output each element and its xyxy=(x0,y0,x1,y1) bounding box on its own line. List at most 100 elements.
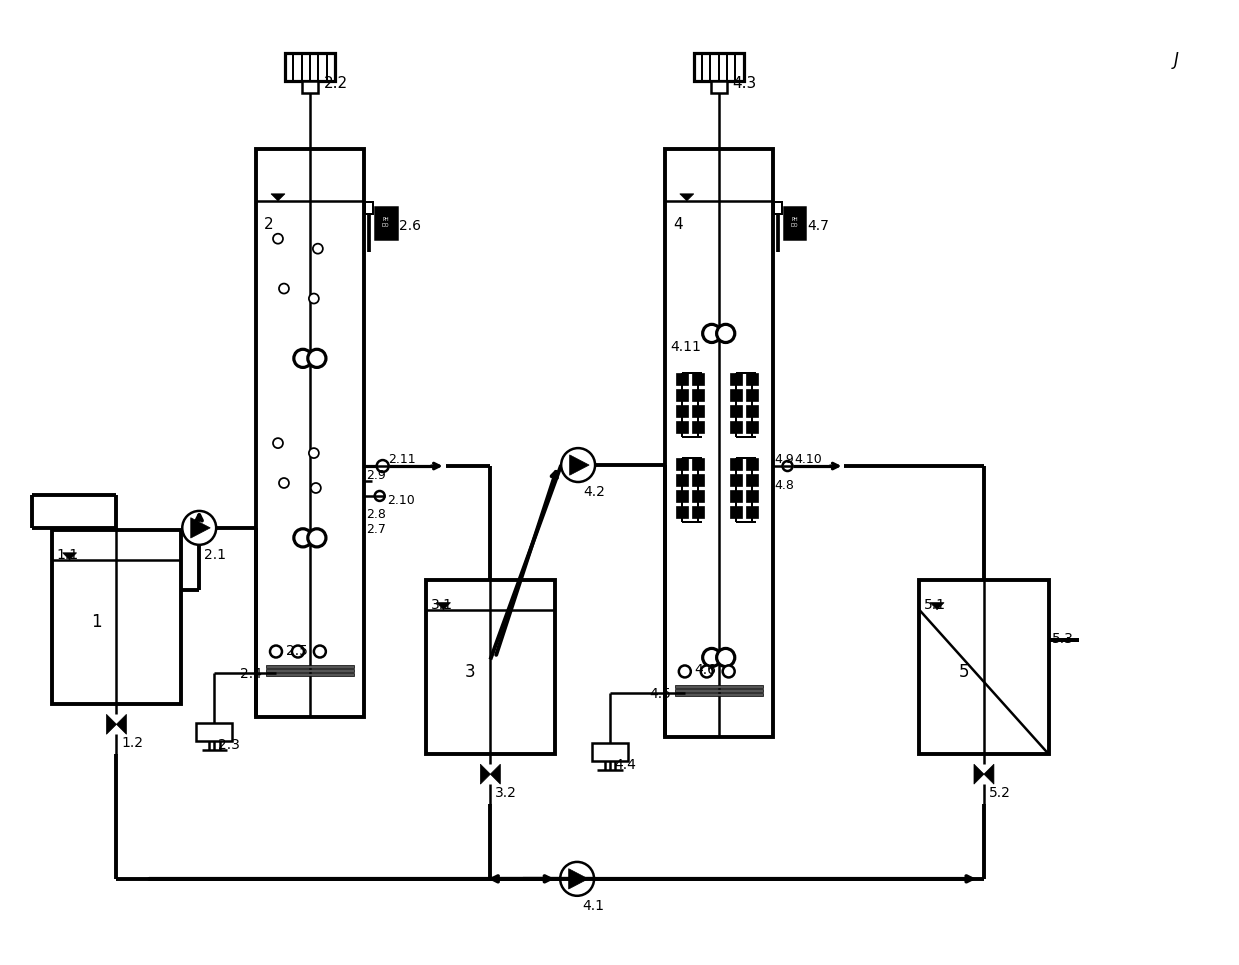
Circle shape xyxy=(309,448,318,458)
Polygon shape xyxy=(271,194,285,201)
Bar xyxy=(919,580,1048,755)
Text: 4.4: 4.4 xyxy=(615,758,636,772)
Bar xyxy=(730,389,742,401)
Polygon shape xyxy=(481,764,491,785)
Bar xyxy=(746,405,757,417)
Circle shape xyxy=(783,461,793,471)
Bar xyxy=(425,580,555,755)
Circle shape xyxy=(716,648,735,667)
Polygon shape xyxy=(491,764,501,785)
Bar xyxy=(675,689,762,693)
Circle shape xyxy=(294,349,312,368)
Bar xyxy=(266,666,354,669)
Bar xyxy=(675,421,688,433)
Circle shape xyxy=(279,284,289,293)
Circle shape xyxy=(270,646,282,657)
Text: 2.4: 2.4 xyxy=(240,668,261,681)
Text: 2.3: 2.3 xyxy=(218,738,240,753)
Bar xyxy=(730,373,742,385)
Bar xyxy=(691,405,704,417)
Circle shape xyxy=(182,510,216,545)
Bar xyxy=(694,53,743,81)
Bar xyxy=(783,207,805,238)
Polygon shape xyxy=(569,868,589,889)
Circle shape xyxy=(273,234,282,244)
Text: 4.2: 4.2 xyxy=(584,485,605,499)
Circle shape xyxy=(701,666,712,677)
Text: 4.8: 4.8 xyxy=(774,479,794,492)
Text: 4.9: 4.9 xyxy=(774,454,794,466)
Circle shape xyxy=(703,324,721,343)
Text: PH
DO: PH DO xyxy=(382,217,389,228)
Bar xyxy=(746,389,757,401)
Bar xyxy=(730,421,742,433)
Polygon shape xyxy=(107,714,116,734)
Circle shape xyxy=(313,646,326,657)
Bar xyxy=(266,670,354,673)
Text: 4.3: 4.3 xyxy=(732,76,757,91)
Text: 2.10: 2.10 xyxy=(387,494,414,507)
Circle shape xyxy=(273,438,282,448)
Bar xyxy=(52,530,181,704)
Text: 5: 5 xyxy=(959,663,969,681)
Bar xyxy=(730,490,742,502)
Bar xyxy=(746,421,757,433)
Bar xyxy=(691,474,704,486)
Text: 4.10: 4.10 xyxy=(794,454,823,466)
Bar xyxy=(665,149,773,737)
Text: J: J xyxy=(1173,51,1178,69)
Text: 4.11: 4.11 xyxy=(670,341,701,354)
Bar xyxy=(675,685,762,688)
Polygon shape xyxy=(974,764,984,785)
Polygon shape xyxy=(570,455,589,475)
Circle shape xyxy=(716,324,735,343)
Polygon shape xyxy=(680,194,694,201)
Bar xyxy=(374,207,396,238)
Bar xyxy=(691,421,704,433)
Bar xyxy=(675,474,688,486)
Text: 5.1: 5.1 xyxy=(924,597,947,612)
Circle shape xyxy=(377,460,389,472)
Bar xyxy=(746,474,757,486)
Circle shape xyxy=(679,666,691,677)
Bar xyxy=(675,405,688,417)
Bar xyxy=(675,458,688,470)
Polygon shape xyxy=(191,517,211,538)
Text: 2.6: 2.6 xyxy=(399,219,420,233)
Text: 2.7: 2.7 xyxy=(366,523,385,536)
Bar xyxy=(675,506,688,518)
Circle shape xyxy=(307,529,326,547)
Bar xyxy=(773,202,782,214)
Text: 2.2: 2.2 xyxy=(323,76,348,91)
Circle shape xyxy=(309,293,318,304)
Circle shape xyxy=(313,244,323,254)
Circle shape xyxy=(292,646,304,657)
Circle shape xyxy=(560,862,593,896)
Bar xyxy=(266,674,354,676)
Bar xyxy=(746,506,757,518)
Bar xyxy=(675,694,762,697)
Bar xyxy=(675,490,688,502)
Bar xyxy=(691,506,704,518)
Circle shape xyxy=(722,666,735,677)
Bar xyxy=(675,373,688,385)
Text: 5.3: 5.3 xyxy=(1052,631,1074,646)
Circle shape xyxy=(561,448,595,482)
Bar xyxy=(730,458,742,470)
Text: 4.5: 4.5 xyxy=(649,687,670,702)
Circle shape xyxy=(307,349,326,368)
Circle shape xyxy=(311,483,321,493)
Text: 4: 4 xyxy=(673,217,683,232)
Text: 1: 1 xyxy=(92,613,102,631)
Polygon shape xyxy=(436,603,451,610)
Text: 3: 3 xyxy=(465,663,476,681)
Bar xyxy=(675,389,688,401)
Circle shape xyxy=(294,529,312,547)
Polygon shape xyxy=(116,714,126,734)
Bar xyxy=(256,149,364,717)
Bar xyxy=(730,506,742,518)
Bar xyxy=(364,202,373,214)
Text: 2.9: 2.9 xyxy=(366,469,385,482)
Polygon shape xyxy=(984,764,994,785)
Text: 1.1: 1.1 xyxy=(57,548,79,562)
